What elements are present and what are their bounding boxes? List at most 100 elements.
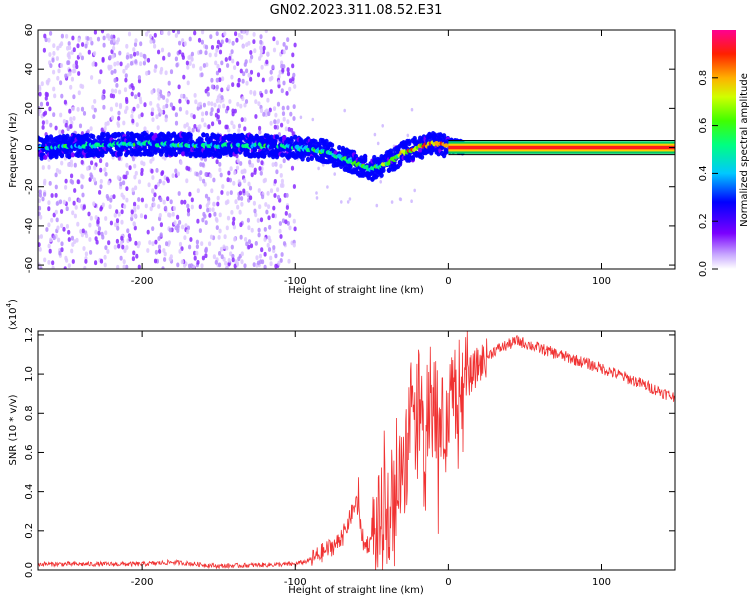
noise-point xyxy=(192,265,196,269)
noise-point xyxy=(38,242,41,247)
noise-point xyxy=(101,58,105,63)
noise-point xyxy=(201,30,205,35)
noise-point xyxy=(90,75,94,80)
noise-point xyxy=(253,48,257,54)
noise-point xyxy=(231,58,235,64)
noise-point xyxy=(218,67,222,73)
noise-point xyxy=(243,62,247,67)
noise-point xyxy=(284,211,288,216)
noise-point xyxy=(68,71,72,77)
noise-point xyxy=(256,260,261,266)
noise-point xyxy=(253,90,257,96)
noise-point xyxy=(240,259,244,265)
noise-point xyxy=(114,88,118,94)
noise-point xyxy=(215,70,219,76)
noise-point xyxy=(123,87,128,93)
signal-point xyxy=(142,144,147,150)
noise-point xyxy=(247,225,251,231)
signal-point xyxy=(280,152,285,158)
noise-point xyxy=(231,111,235,117)
noise-point xyxy=(186,80,190,86)
noise-point xyxy=(229,166,233,172)
noise-point xyxy=(98,190,102,195)
noise-point xyxy=(243,263,247,269)
signal-point xyxy=(85,132,90,138)
noise-point xyxy=(311,117,315,122)
noise-point xyxy=(185,60,189,66)
signal-point xyxy=(138,151,144,157)
noise-point xyxy=(163,251,167,257)
noise-point xyxy=(50,217,54,223)
noise-point xyxy=(84,259,88,264)
noise-point xyxy=(93,99,97,104)
noise-point xyxy=(162,95,166,100)
noise-point xyxy=(230,210,234,215)
noise-point xyxy=(215,77,219,83)
noise-point xyxy=(162,105,166,110)
signal-point xyxy=(125,131,131,137)
noise-point xyxy=(248,185,253,191)
signal-point xyxy=(410,155,415,161)
noise-point xyxy=(90,40,94,46)
noise-point xyxy=(212,177,216,183)
noise-point xyxy=(110,49,114,54)
noise-point xyxy=(119,255,123,261)
noise-point xyxy=(252,200,256,206)
noise-point xyxy=(130,209,134,215)
noise-point xyxy=(144,203,148,209)
noise-point xyxy=(71,106,75,112)
noise-point xyxy=(137,179,142,185)
noise-point xyxy=(89,250,93,255)
noise-point xyxy=(54,184,58,190)
noise-point xyxy=(38,234,41,240)
noise-point xyxy=(102,89,106,95)
noise-point xyxy=(279,173,283,178)
noise-point xyxy=(165,176,169,182)
noise-point xyxy=(231,220,235,226)
noise-point xyxy=(290,127,294,133)
noise-point xyxy=(288,225,292,231)
noise-point xyxy=(381,124,385,128)
noise-point xyxy=(106,249,110,254)
noise-point xyxy=(220,95,224,100)
noise-point xyxy=(244,237,248,242)
noise-point xyxy=(197,102,201,108)
noise-point xyxy=(75,64,79,70)
signal-point xyxy=(81,140,87,146)
noise-point xyxy=(186,65,190,70)
signal-point xyxy=(90,134,96,140)
noise-point xyxy=(206,86,210,92)
noise-point xyxy=(239,234,243,240)
noise-point xyxy=(103,254,107,260)
noise-point xyxy=(45,227,49,232)
noise-point xyxy=(78,52,82,58)
noise-point xyxy=(254,114,258,119)
noise-point xyxy=(178,106,182,112)
noise-point xyxy=(64,122,68,128)
noise-point xyxy=(247,244,251,250)
noise-point xyxy=(67,41,71,46)
noise-point xyxy=(200,263,204,269)
noise-point xyxy=(146,57,151,63)
noise-point xyxy=(228,56,232,61)
noise-point xyxy=(65,224,69,229)
noise-point xyxy=(218,77,222,83)
noise-point xyxy=(81,192,85,198)
noise-point xyxy=(258,56,262,61)
noise-point xyxy=(165,98,169,103)
noise-point xyxy=(120,192,124,198)
noise-point xyxy=(219,172,223,178)
noise-point xyxy=(279,183,284,188)
noise-point xyxy=(206,207,210,213)
noise-point xyxy=(109,93,113,99)
noise-point xyxy=(43,192,47,197)
noise-point xyxy=(146,229,150,235)
noise-point xyxy=(180,93,184,99)
signal-point xyxy=(70,152,76,158)
noise-point xyxy=(263,251,267,257)
noise-point xyxy=(260,160,264,166)
noise-point xyxy=(238,181,242,187)
noise-point xyxy=(158,249,162,254)
noise-point xyxy=(252,32,256,37)
noise-point xyxy=(212,201,216,207)
